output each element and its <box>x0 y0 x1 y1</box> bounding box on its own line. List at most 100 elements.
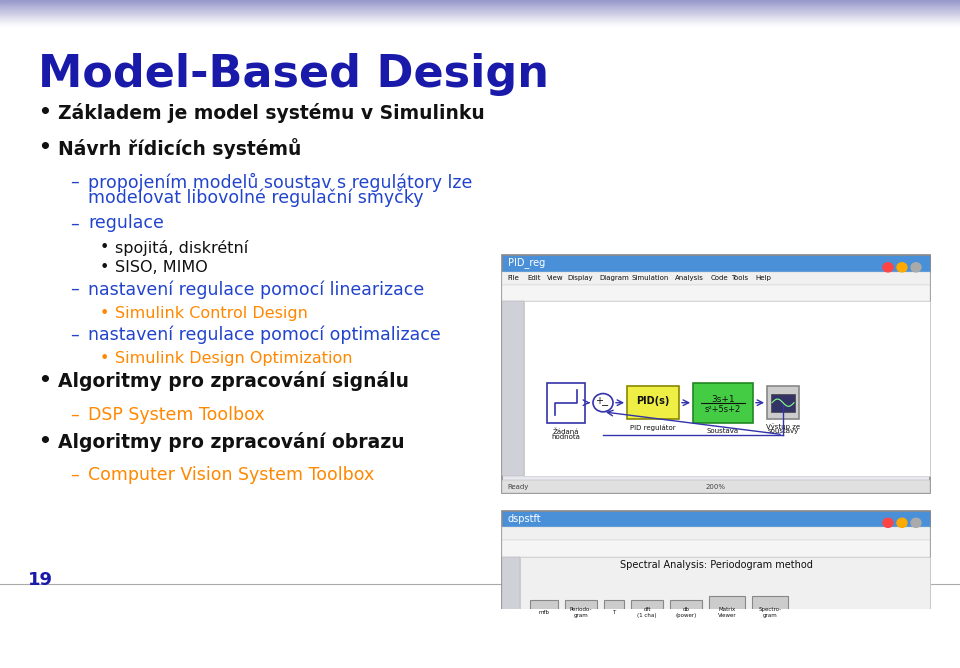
Text: PID(s): PID(s) <box>636 396 670 406</box>
Text: •: • <box>100 306 109 321</box>
FancyBboxPatch shape <box>502 556 520 668</box>
FancyBboxPatch shape <box>502 511 930 668</box>
Text: Soustava: Soustava <box>707 428 739 434</box>
Text: mfb: mfb <box>539 610 549 615</box>
Bar <box>0 7 960 8</box>
FancyBboxPatch shape <box>627 386 679 419</box>
Circle shape <box>593 393 613 411</box>
Text: Simulink Design Optimization: Simulink Design Optimization <box>115 351 352 366</box>
Text: db
(power): db (power) <box>676 607 697 618</box>
Bar <box>0 9 960 10</box>
FancyBboxPatch shape <box>520 556 930 668</box>
FancyBboxPatch shape <box>502 527 930 540</box>
FancyBboxPatch shape <box>693 383 753 423</box>
Text: propojením modelů soustav s regulátory lze: propojením modelů soustav s regulátory l… <box>88 172 472 192</box>
FancyBboxPatch shape <box>771 393 795 411</box>
Text: nastavení regulace pomocí linearizace: nastavení regulace pomocí linearizace <box>88 280 424 299</box>
Text: –: – <box>70 326 79 344</box>
Text: –: – <box>70 280 79 298</box>
Bar <box>0 22 960 23</box>
Text: nastavení regulace pomocí optimalizace: nastavení regulace pomocí optimalizace <box>88 326 441 344</box>
Bar <box>0 0 960 1</box>
Text: Žádaná: Žádaná <box>553 428 579 435</box>
Text: •: • <box>100 260 109 275</box>
Bar <box>0 12 960 13</box>
Text: •: • <box>100 351 109 366</box>
Bar <box>0 2 960 3</box>
Text: 3s+1: 3s+1 <box>711 395 734 403</box>
FancyBboxPatch shape <box>670 600 702 625</box>
Text: hodnota: hodnota <box>552 434 581 440</box>
Text: •: • <box>38 371 51 390</box>
Circle shape <box>883 263 893 272</box>
Text: −: − <box>601 401 609 411</box>
Text: Algoritmy pro zpracování signálu: Algoritmy pro zpracování signálu <box>58 371 409 391</box>
FancyBboxPatch shape <box>631 600 663 625</box>
Text: •: • <box>38 432 51 450</box>
Text: Help: Help <box>755 275 771 281</box>
Bar <box>0 1 960 2</box>
Bar <box>0 23 960 24</box>
FancyBboxPatch shape <box>709 596 745 629</box>
Text: •: • <box>38 138 51 157</box>
Text: s²+5s+2: s²+5s+2 <box>705 405 741 414</box>
Text: PID_reg: PID_reg <box>508 257 545 269</box>
FancyBboxPatch shape <box>502 255 930 272</box>
FancyBboxPatch shape <box>547 383 585 423</box>
Text: Návrh řídicích systémů: Návrh řídicích systémů <box>58 138 301 159</box>
Text: 19: 19 <box>28 571 53 589</box>
FancyBboxPatch shape <box>502 285 930 301</box>
Text: dspstft: dspstft <box>508 514 541 524</box>
Text: spojitá, diskrétní: spojitá, diskrétní <box>115 240 249 256</box>
Bar <box>0 19 960 20</box>
Bar <box>0 5 960 7</box>
Text: Výstup ze: Výstup ze <box>766 423 800 430</box>
Bar <box>0 11 960 12</box>
FancyBboxPatch shape <box>502 540 930 556</box>
Text: File: File <box>507 275 518 281</box>
Text: •: • <box>38 103 51 122</box>
Bar <box>0 3 960 5</box>
Bar <box>0 24 960 25</box>
Text: Model-Based Design: Model-Based Design <box>38 53 549 96</box>
FancyBboxPatch shape <box>604 600 624 625</box>
FancyBboxPatch shape <box>565 600 597 625</box>
FancyBboxPatch shape <box>502 511 930 527</box>
FancyBboxPatch shape <box>675 621 825 668</box>
Text: Simulation: Simulation <box>631 275 668 281</box>
Bar <box>0 8 960 9</box>
Text: Spectral Analysis: Periodogram method: Spectral Analysis: Periodogram method <box>619 560 812 570</box>
Circle shape <box>883 518 893 527</box>
Text: –: – <box>70 172 79 190</box>
Bar <box>0 10 960 11</box>
Text: Simulink Control Design: Simulink Control Design <box>115 306 308 321</box>
FancyBboxPatch shape <box>502 301 524 476</box>
Circle shape <box>911 263 921 272</box>
Text: 200%: 200% <box>706 484 726 490</box>
Text: +: + <box>595 396 603 406</box>
Text: Tools: Tools <box>731 275 748 281</box>
Text: Code: Code <box>711 275 729 281</box>
Bar <box>0 17 960 18</box>
Text: Computer Vision System Toolbox: Computer Vision System Toolbox <box>88 466 374 484</box>
Text: –: – <box>70 214 79 232</box>
Text: Analysis: Analysis <box>675 275 704 281</box>
Text: Spectro-
gram: Spectro- gram <box>758 607 781 618</box>
FancyBboxPatch shape <box>752 596 788 629</box>
FancyBboxPatch shape <box>767 386 799 419</box>
Text: regulace: regulace <box>88 214 164 232</box>
Text: dft
(1 cha): dft (1 cha) <box>637 607 657 618</box>
Text: DSP System Toolbox: DSP System Toolbox <box>88 406 265 424</box>
Text: soustavy: soustavy <box>767 428 799 434</box>
Text: –: – <box>70 466 79 484</box>
Text: SISO, MIMO: SISO, MIMO <box>115 260 207 275</box>
Text: Matrix
Viewer: Matrix Viewer <box>718 607 736 618</box>
Bar <box>0 21 960 22</box>
Circle shape <box>897 263 907 272</box>
Text: Ready: Ready <box>507 484 528 490</box>
FancyBboxPatch shape <box>502 480 930 493</box>
Circle shape <box>897 518 907 527</box>
FancyBboxPatch shape <box>530 600 558 625</box>
Text: Edit: Edit <box>527 275 540 281</box>
Text: •: • <box>100 240 109 255</box>
